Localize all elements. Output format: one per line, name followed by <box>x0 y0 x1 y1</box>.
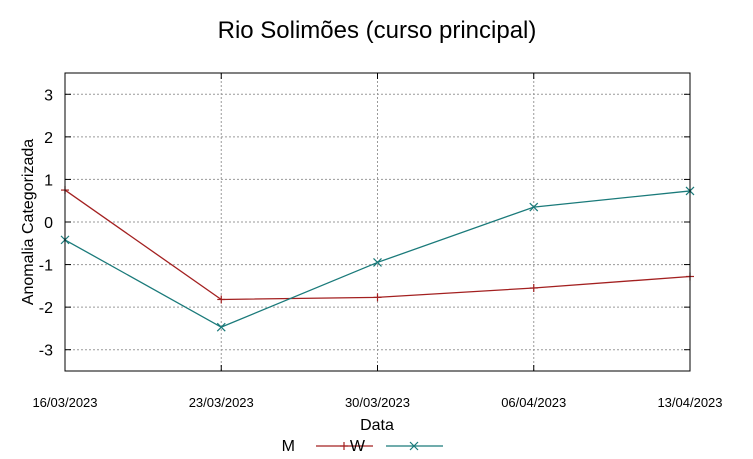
data-point-m <box>529 283 538 292</box>
x-tick-label: 13/04/2023 <box>657 395 722 410</box>
x-tick-label: 30/03/2023 <box>345 395 410 410</box>
legend-marker-w <box>409 441 419 451</box>
x-axis-ticks: 16/03/2023 23/03/2023 30/03/2023 06/04/2023… <box>32 73 723 410</box>
y-tick-label: 3 <box>44 87 53 104</box>
y-tick-label: -1 <box>39 258 53 275</box>
y-axis-label: Anomalia Categorizada <box>20 139 37 305</box>
y-tick-label: -3 <box>39 343 53 360</box>
y-tick-label: -2 <box>39 300 53 317</box>
data-point-w <box>529 202 539 212</box>
x-tick-label: 23/03/2023 <box>189 395 254 410</box>
data-point-m <box>217 295 226 304</box>
data-point-m <box>373 293 382 302</box>
plot-frame <box>64 72 691 372</box>
gridlines <box>65 73 690 371</box>
legend-label-m: M <box>282 438 295 455</box>
legend-marker-m <box>340 442 348 450</box>
chart-title: Rio Solimões (curso principal) <box>218 17 537 44</box>
y-tick-label: 1 <box>44 172 53 189</box>
series-group <box>60 186 695 332</box>
data-point-w <box>373 258 382 267</box>
x-tick-label: 16/03/2023 <box>32 395 97 410</box>
data-point-w <box>216 322 226 332</box>
legend-label-w: W <box>350 438 366 455</box>
x-axis-label: Data <box>360 417 394 434</box>
y-tick-label: 0 <box>44 215 53 232</box>
y-axis-ticks: 3 2 1 0 -1 -2 -3 <box>39 87 690 360</box>
x-tick-label: 06/04/2023 <box>501 395 566 410</box>
y-tick-label: 2 <box>44 130 53 147</box>
